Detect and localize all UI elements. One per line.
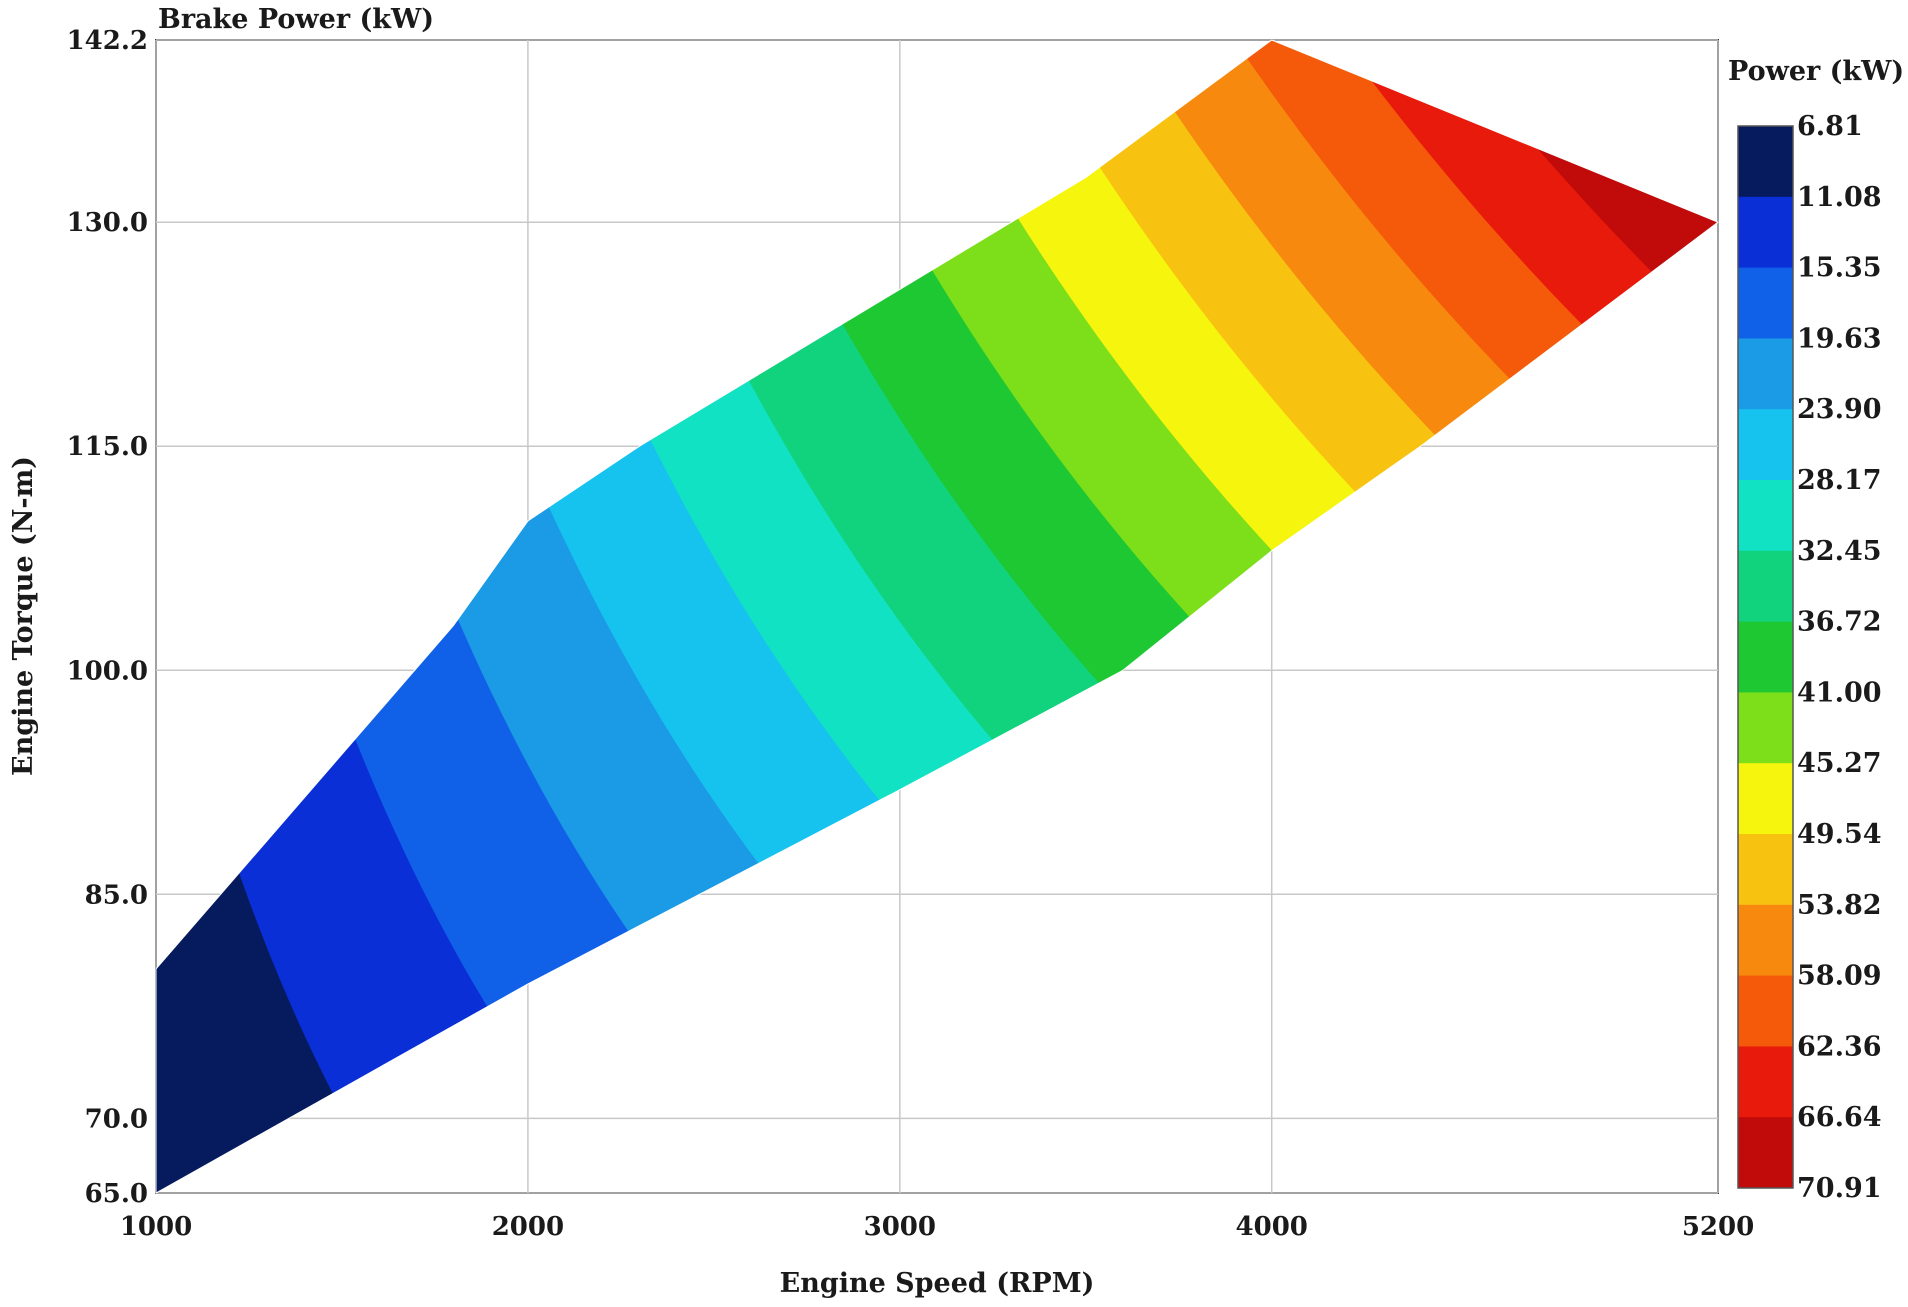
colorbar-level-label: 6.81 <box>1797 111 1863 142</box>
y-tick-label: 65.0 <box>85 1179 148 1209</box>
colorbar-level-label: 11.08 <box>1797 182 1882 213</box>
colorbar: 6.81 11.08 15.35 19.63 23.90 28.17 32.45 36.72 4… <box>1737 111 1882 1204</box>
colorbar-swatch <box>1738 126 1793 198</box>
x-tick-label: 2000 <box>492 1212 564 1242</box>
y-tick-label: 100.0 <box>67 656 148 686</box>
colorbar-level-label: 19.63 <box>1797 323 1882 354</box>
y-axis-ticks: 65.0 70.0 85.0 100.0 115.0 130.0 142.2 <box>67 26 148 1209</box>
colorbar-level-label: 66.64 <box>1797 1102 1882 1133</box>
colorbar-swatch <box>1738 550 1793 623</box>
colorbar-level-label: 70.91 <box>1797 1173 1882 1204</box>
colorbar-swatch <box>1738 692 1793 764</box>
domain-outline <box>155 39 1720 1194</box>
colorbar-level-label: 23.90 <box>1797 394 1882 425</box>
colorbar-level-label: 62.36 <box>1797 1031 1882 1062</box>
colorbar-swatch <box>1738 621 1793 693</box>
colorbar-swatch <box>1738 904 1793 977</box>
x-axis-title: Engine Speed (RPM) <box>780 1268 1095 1299</box>
colorbar-level-label: 28.17 <box>1797 465 1882 496</box>
colorbar-swatch <box>1738 1117 1793 1189</box>
colorbar-swatch <box>1738 338 1793 410</box>
colorbar-level-label: 36.72 <box>1797 607 1882 638</box>
x-tick-label: 5200 <box>1682 1212 1754 1242</box>
colorbar-swatch <box>1738 1046 1793 1118</box>
colorbar-title: Power (kW) <box>1728 56 1904 87</box>
x-tick-label: 3000 <box>864 1212 936 1242</box>
colorbar-swatch <box>1738 409 1793 481</box>
x-axis-ticks: 1000 2000 3000 4000 5200 <box>120 1212 1754 1242</box>
y-tick-label: 142.2 <box>67 26 148 56</box>
chart-title: Brake Power (kW) <box>158 4 434 35</box>
colorbar-level-label: 15.35 <box>1797 253 1882 284</box>
colorbar-frame <box>1737 125 1794 1189</box>
y-axis-title: Engine Torque (N-m) <box>8 456 39 776</box>
colorbar-level-label: 45.27 <box>1797 748 1882 779</box>
y-tick-label: 85.0 <box>85 880 148 910</box>
contour-band <box>1127 40 1718 1193</box>
x-tick-label: 1000 <box>120 1212 192 1242</box>
colorbar-swatch <box>1738 196 1793 269</box>
colorbar-swatch <box>1738 763 1793 835</box>
y-tick-label: 130.0 <box>67 208 148 238</box>
colorbar-level-label: 58.09 <box>1797 961 1882 992</box>
colorbar-swatch <box>1738 975 1793 1047</box>
colorbar-swatch <box>1738 834 1793 906</box>
colorbar-swatch <box>1738 480 1793 552</box>
colorbar-swatch <box>1738 267 1793 339</box>
colorbar-level-label: 32.45 <box>1797 536 1882 567</box>
y-tick-label: 115.0 <box>67 432 148 462</box>
colorbar-level-label: 41.00 <box>1797 677 1882 708</box>
colorbar-level-label: 49.54 <box>1797 819 1882 850</box>
x-tick-label: 4000 <box>1236 1212 1308 1242</box>
colorbar-level-label: 53.82 <box>1797 890 1882 921</box>
y-tick-label: 70.0 <box>85 1104 148 1134</box>
